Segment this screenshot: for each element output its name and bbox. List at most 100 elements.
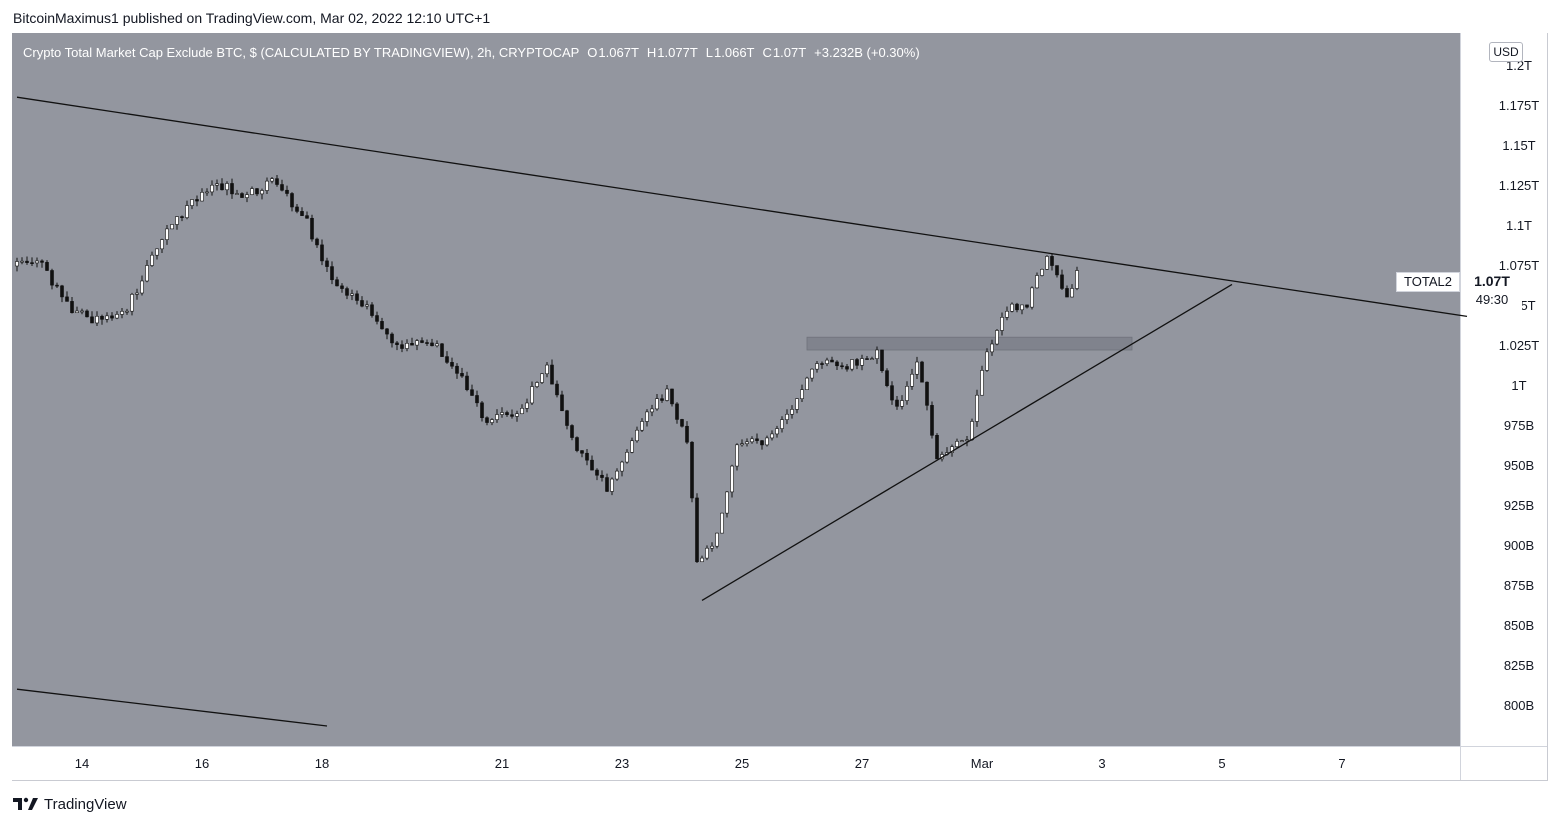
candle-down	[255, 188, 259, 195]
candle-down	[480, 402, 484, 419]
candle-down	[90, 316, 94, 324]
candle-up	[995, 330, 999, 345]
candle-up	[185, 205, 189, 218]
candle-down	[670, 388, 674, 405]
candle-down	[895, 399, 899, 407]
candle-up	[985, 351, 989, 371]
candle-down	[1025, 304, 1029, 308]
candle-up	[130, 294, 134, 312]
candle-down	[865, 358, 869, 360]
candle-up	[190, 199, 194, 206]
candle-down	[845, 366, 849, 370]
candle-up	[1010, 303, 1014, 312]
candle-up	[530, 386, 534, 404]
candle-up	[205, 191, 209, 194]
candle-up	[15, 261, 19, 267]
y-tick-label: 825B	[1504, 658, 1534, 673]
candle-up	[825, 359, 829, 364]
candle-down	[585, 452, 589, 461]
candle-down	[40, 260, 44, 263]
candle-up	[215, 183, 219, 186]
candle-down	[315, 238, 319, 246]
candle-down	[855, 359, 859, 366]
footer-branding[interactable]: TradingView	[13, 794, 127, 814]
candle-down	[760, 440, 764, 446]
plot-area[interactable]	[12, 33, 1460, 746]
y-tick-label: 1.175T	[1499, 98, 1540, 113]
candle-down	[920, 361, 924, 383]
candle-up	[640, 421, 644, 431]
candle-down	[360, 300, 364, 307]
candle-up	[270, 178, 274, 182]
candle-up	[1005, 310, 1009, 318]
candle-down	[345, 288, 349, 296]
candle-up	[905, 386, 909, 401]
candle-up	[710, 545, 714, 549]
candle-up	[630, 440, 634, 453]
candle-up	[20, 260, 24, 263]
y-tick-label: 950B	[1504, 458, 1534, 473]
candle-down	[380, 321, 384, 330]
ascending-support-line	[701, 283, 1233, 601]
candle-down	[280, 184, 284, 191]
candle-up	[155, 248, 159, 256]
candle-down	[85, 310, 89, 318]
candle-down	[820, 363, 824, 365]
candle-up	[990, 343, 994, 353]
horizontal-resistance-zone	[806, 336, 1133, 351]
x-tick-label: 18	[315, 756, 329, 771]
time-axis[interactable]	[12, 746, 1547, 780]
legend-high-key: H	[646, 45, 657, 60]
candle-up	[780, 419, 784, 429]
last-price-tag: 1.07T 49:30	[1462, 272, 1522, 310]
candle-up	[665, 388, 669, 401]
y-tick-label: 975B	[1504, 418, 1534, 433]
legend-high-value: 1.077T	[657, 45, 698, 60]
price-chart[interactable]: 1.225T1.2T1.175T1.15T1.125T1.1T1.075T1.0…	[12, 33, 1548, 781]
candle-down	[335, 279, 339, 287]
y-tick-label: 925B	[1504, 498, 1534, 513]
candle-down	[25, 260, 29, 263]
candle-up	[115, 314, 119, 319]
candle-down	[60, 285, 64, 298]
x-tick-label: 25	[735, 756, 749, 771]
candle-down	[70, 301, 74, 314]
candle-down	[560, 394, 564, 412]
candle-up	[250, 188, 254, 195]
candle-up	[260, 190, 264, 195]
candle-up	[810, 368, 814, 379]
currency-badge[interactable]: USD	[1489, 42, 1523, 62]
candle-down	[890, 385, 894, 401]
candle-down	[595, 469, 599, 476]
candle-up	[700, 557, 704, 563]
candle-down	[555, 383, 559, 396]
candle-down	[30, 262, 34, 264]
tradingview-logo-icon	[13, 797, 38, 810]
candle-down	[930, 405, 934, 436]
candle-up	[955, 441, 959, 447]
candle-up	[645, 411, 649, 422]
candle-up	[535, 382, 539, 387]
candle-up	[210, 184, 214, 193]
candle-down	[1065, 288, 1069, 298]
y-tick-label: 1.025T	[1499, 338, 1540, 353]
candle-up	[950, 446, 954, 453]
candle-up	[765, 437, 769, 446]
candle-down	[50, 270, 54, 286]
lower-channel-line	[16, 688, 328, 727]
y-tick-label: 900B	[1504, 538, 1534, 553]
candle-up	[720, 512, 724, 534]
candle-down	[460, 373, 464, 377]
candle-down	[605, 477, 609, 492]
candle-down	[305, 215, 309, 219]
candle-up	[235, 193, 239, 195]
legend-close-value: 1.07T	[772, 45, 807, 60]
y-tick-label: 800B	[1504, 698, 1534, 713]
price-axis[interactable]	[1460, 33, 1547, 746]
legend-low-key: L	[705, 45, 714, 60]
candle-up	[960, 440, 964, 442]
candle-up	[735, 444, 739, 467]
y-tick-label: 875B	[1504, 578, 1534, 593]
candle-up	[1020, 304, 1024, 311]
x-tick-label: 23	[615, 756, 629, 771]
